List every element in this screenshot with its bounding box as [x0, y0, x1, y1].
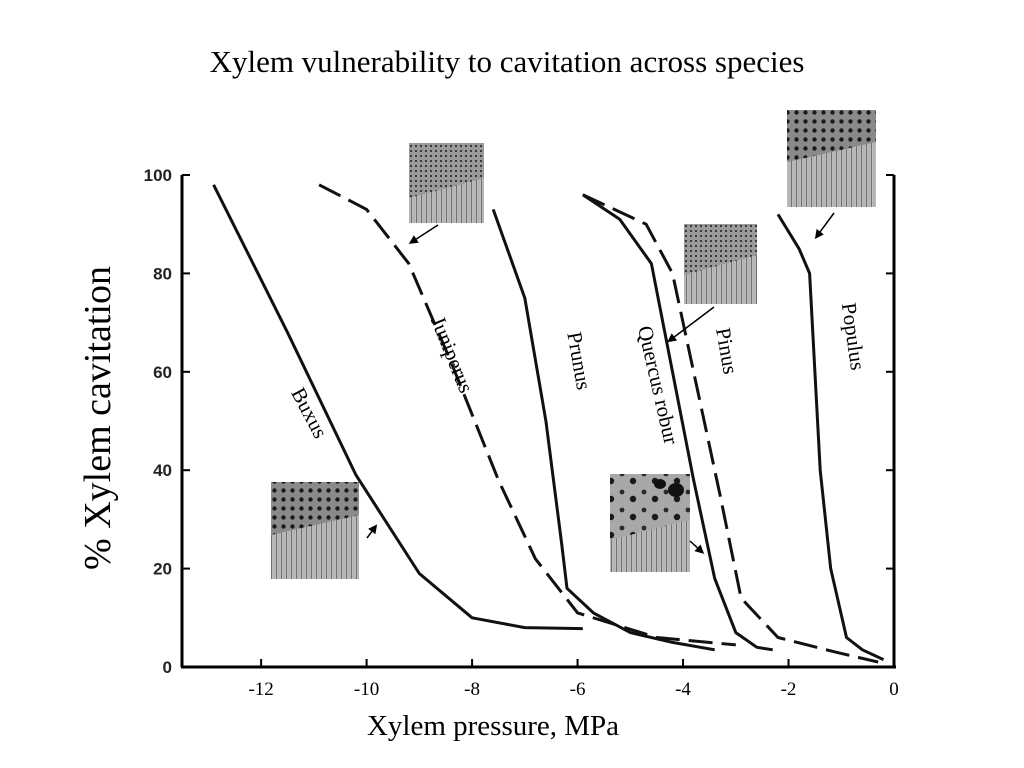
arrow-line — [673, 306, 715, 338]
series-line-prunus — [491, 208, 715, 652]
series-label-prunus: Prunus — [562, 330, 596, 392]
series-label-pinus: Pinus — [711, 326, 743, 376]
series-label-juniperus: Juniperus — [426, 313, 478, 397]
series-line-pinus — [582, 193, 879, 664]
arrow-head — [814, 229, 824, 239]
x-tick-label: -8 — [464, 679, 480, 700]
x-tick-label: -2 — [781, 679, 797, 700]
arrow-head — [368, 524, 378, 535]
x-tick-label: -4 — [675, 679, 691, 700]
x-axis-label: Xylem pressure, MPa — [367, 710, 619, 742]
series-lines — [212, 183, 885, 664]
populus-micrograph — [787, 110, 876, 207]
arrow-line — [819, 212, 835, 233]
x-tick-label: -10 — [354, 679, 379, 700]
arrow-line — [415, 224, 439, 240]
x-tick-label: 0 — [889, 679, 899, 700]
y-tick-label: 40 — [153, 461, 172, 480]
arrow-head — [408, 235, 419, 244]
juniperus-micrograph — [409, 143, 484, 223]
y-axis-label: % Xylem cavitation — [77, 266, 119, 570]
quercus-micrograph — [610, 474, 690, 572]
x-tick-label: -12 — [248, 679, 273, 700]
series-line-buxus — [212, 184, 583, 631]
pinus-micrograph — [684, 224, 757, 304]
series-label-populus: Populus — [837, 301, 870, 371]
y-tick-label: 0 — [163, 658, 172, 677]
y-tick-label: 20 — [153, 560, 172, 579]
y-tick-label: 100 — [144, 166, 172, 185]
arrow-head — [667, 333, 678, 343]
inset-arrows — [366, 212, 835, 554]
buxus-micrograph — [271, 482, 359, 579]
series-line-populus — [776, 213, 885, 661]
arrow-line — [366, 531, 373, 539]
chart-title: Xylem vulnerability to cavitation across… — [210, 44, 805, 79]
series-line-juniperus — [318, 183, 736, 647]
arrow-line — [689, 540, 698, 549]
y-tick-label: 60 — [153, 363, 172, 382]
y-tick-label: 80 — [153, 264, 172, 283]
series-line-quercus-robur — [581, 193, 773, 652]
axis-ticks: -12 -10 -8 -6 -4 -2 0 0 20 40 60 80 100 — [144, 166, 899, 700]
arrow-head — [694, 544, 705, 554]
x-tick-label: -6 — [570, 679, 586, 700]
